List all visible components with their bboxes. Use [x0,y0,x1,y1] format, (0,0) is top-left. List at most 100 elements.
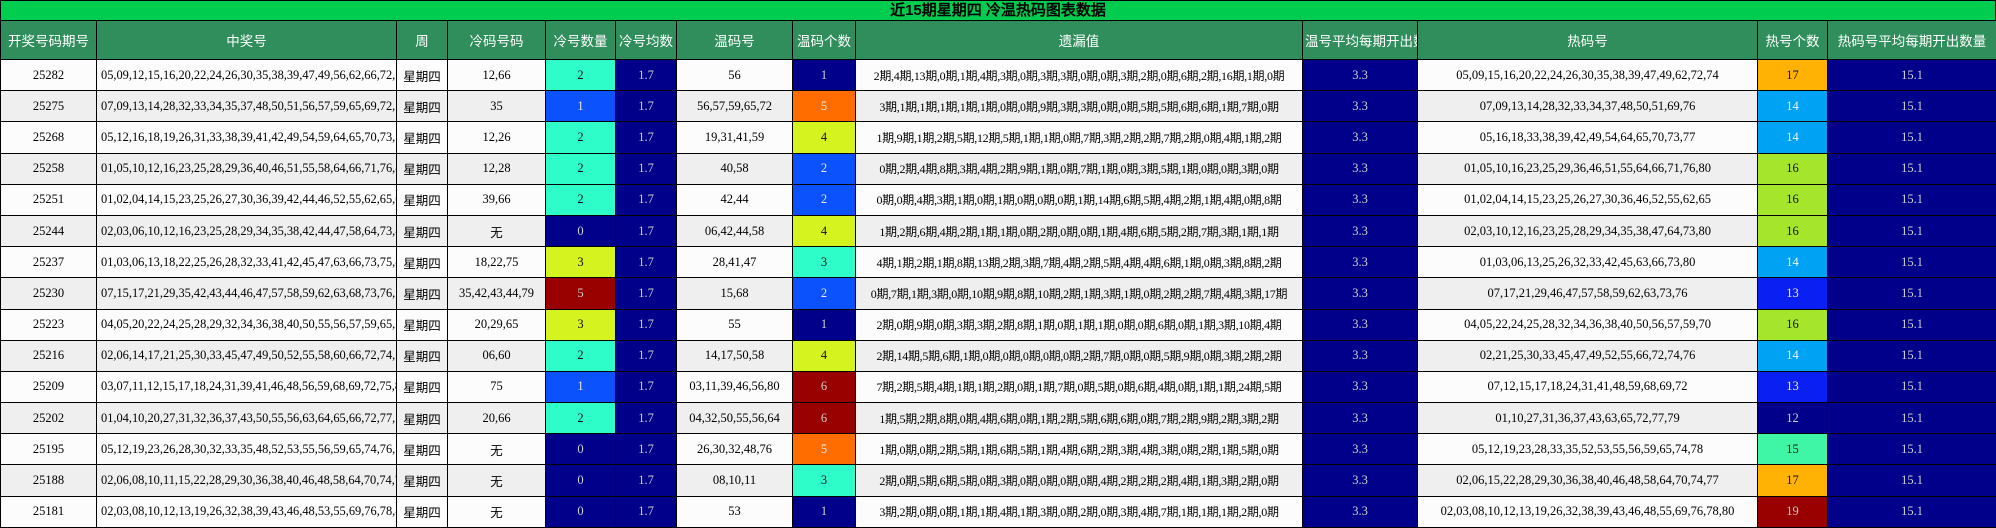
omission-values-cell: 2期,0期,5期,6期,5期,0期,3期,0期,0期,0期,0期,4期,2期,2… [855,464,1303,497]
warm-average-cell: 3.3 [1302,339,1418,372]
cold-count-cell: 2 [545,152,616,185]
warm-numbers-cell: 53 [676,495,793,528]
warm-numbers-cell: 14,17,50,58 [676,339,793,372]
hot-numbers-cell: 02,03,10,12,16,23,25,28,29,34,35,38,47,6… [1417,214,1758,248]
weekday-cell: 星期四 [396,464,448,497]
period-cell: 25237 [0,246,97,279]
warm-count-cell: 1 [792,495,856,528]
hot-count-cell: 17 [1757,58,1828,92]
cold-numbers-cell: 12,28 [447,152,546,185]
hot-count-cell: 13 [1757,277,1828,310]
warm-average-cell: 3.3 [1302,214,1418,248]
warm-average-cell: 3.3 [1302,464,1418,497]
omission-values-cell: 1期,2期,6期,4期,2期,1期,1期,0期,2期,0期,0期,1期,4期,6… [855,214,1303,248]
weekday-cell: 星期四 [396,152,448,185]
table-row: 25258 01,05,10,12,16,23,25,28,29,36,40,4… [0,152,1996,185]
warm-average-cell: 3.3 [1302,433,1418,466]
winning-numbers-cell: 02,03,08,10,12,13,19,26,32,38,39,43,46,4… [96,495,397,528]
winning-numbers-cell: 01,04,10,20,27,31,32,36,37,43,50,55,56,6… [96,402,397,435]
page-title: 近15期星期四 冷温热码图表数据 [0,0,1996,20]
period-cell: 25251 [0,183,97,216]
warm-average-cell: 3.3 [1302,308,1418,341]
hot-count-cell: 14 [1757,339,1828,372]
warm-numbers-cell: 42,44 [676,183,793,216]
cold-average-cell: 1.7 [615,121,677,154]
col-header-omission-values: 遗漏值 [855,20,1303,60]
weekday-cell: 星期四 [396,370,448,404]
table-row: 25209 03,07,11,12,15,17,18,24,31,39,41,4… [0,370,1996,404]
hot-average-cell: 15.1 [1827,152,1996,185]
warm-numbers-cell: 15,68 [676,277,793,310]
cold-numbers-cell: 75 [447,370,546,404]
winning-numbers-cell: 05,09,12,15,16,20,22,24,26,30,35,38,39,4… [96,58,397,92]
col-header-warm-numbers: 温码号 [676,20,793,60]
table-row: 25275 07,09,13,14,28,32,33,34,35,37,48,5… [0,90,1996,123]
hot-count-cell: 16 [1757,214,1828,248]
cold-numbers-cell: 无 [447,433,546,466]
period-cell: 25216 [0,339,97,372]
hot-count-cell: 15 [1757,433,1828,466]
hot-numbers-cell: 05,12,19,23,28,33,35,52,53,55,56,59,65,7… [1417,433,1758,466]
warm-count-cell: 2 [792,152,856,185]
cold-numbers-cell: 39,66 [447,183,546,216]
col-header-cold-numbers: 冷码号码 [447,20,546,60]
cold-numbers-cell: 06,60 [447,339,546,372]
table-row: 25268 05,12,16,18,19,26,31,33,38,39,41,4… [0,121,1996,154]
hot-average-cell: 15.1 [1827,121,1996,154]
warm-count-cell: 5 [792,90,856,123]
period-cell: 25282 [0,58,97,92]
warm-numbers-cell: 06,42,44,58 [676,214,793,248]
cold-average-cell: 1.7 [615,402,677,435]
winning-numbers-cell: 01,02,04,14,15,23,25,26,27,30,36,39,42,4… [96,183,397,216]
cold-count-cell: 0 [545,433,616,466]
winning-numbers-cell: 04,05,20,22,24,25,28,29,32,34,36,38,40,5… [96,308,397,341]
weekday-cell: 星期四 [396,246,448,279]
warm-average-cell: 3.3 [1302,402,1418,435]
period-cell: 25244 [0,214,97,248]
weekday-cell: 星期四 [396,277,448,310]
winning-numbers-cell: 07,09,13,14,28,32,33,34,35,37,48,50,51,5… [96,90,397,123]
hot-numbers-cell: 02,06,15,22,28,29,30,36,38,40,46,48,58,6… [1417,464,1758,497]
table-row: 25195 05,12,19,23,26,28,30,32,33,35,48,5… [0,433,1996,466]
omission-values-cell: 2期,0期,9期,0期,3期,3期,2期,8期,1期,0期,1期,1期,0期,0… [855,308,1303,341]
hot-count-cell: 14 [1757,121,1828,154]
warm-average-cell: 3.3 [1302,90,1418,123]
period-cell: 25195 [0,433,97,466]
cold-numbers-cell: 35,42,43,44,79 [447,277,546,310]
cold-count-cell: 1 [545,370,616,404]
hot-average-cell: 15.1 [1827,58,1996,92]
hot-numbers-cell: 07,17,21,29,46,47,57,58,59,62,63,73,76 [1417,277,1758,310]
cold-average-cell: 1.7 [615,277,677,310]
cold-count-cell: 1 [545,90,616,123]
cold-numbers-cell: 20,66 [447,402,546,435]
cold-numbers-cell: 无 [447,214,546,248]
cold-count-cell: 3 [545,308,616,341]
omission-values-cell: 1期,9期,1期,2期,5期,12期,5期,1期,1期,0期,7期,3期,2期,… [855,121,1303,154]
col-header-hot-numbers: 热码号 [1417,20,1758,60]
warm-count-cell: 1 [792,308,856,341]
cold-average-cell: 1.7 [615,58,677,92]
col-header-cold-average: 冷号均数 [615,20,677,60]
warm-numbers-cell: 56,57,59,65,72 [676,90,793,123]
warm-average-cell: 3.3 [1302,277,1418,310]
cold-count-cell: 5 [545,277,616,310]
omission-values-cell: 2期,4期,13期,0期,1期,4期,3期,0期,3期,3期,0期,0期,3期,… [855,58,1303,92]
weekday-cell: 星期四 [396,214,448,248]
warm-average-cell: 3.3 [1302,495,1418,528]
omission-values-cell: 2期,14期,5期,6期,1期,0期,0期,0期,0期,0期,2期,7期,0期,… [855,339,1303,372]
col-header-winning-numbers: 中奖号 [96,20,397,60]
warm-average-cell: 3.3 [1302,152,1418,185]
cold-average-cell: 1.7 [615,308,677,341]
period-cell: 25268 [0,121,97,154]
cold-count-cell: 2 [545,58,616,92]
weekday-cell: 星期四 [396,308,448,341]
warm-numbers-cell: 55 [676,308,793,341]
cold-average-cell: 1.7 [615,152,677,185]
table-row: 25216 02,06,14,17,21,25,30,33,45,47,49,5… [0,339,1996,372]
period-cell: 25223 [0,308,97,341]
period-cell: 25209 [0,370,97,404]
cold-average-cell: 1.7 [615,183,677,216]
table-row: 25251 01,02,04,14,15,23,25,26,27,30,36,3… [0,183,1996,216]
hot-count-cell: 16 [1757,152,1828,185]
hot-numbers-cell: 05,09,15,16,20,22,24,26,30,35,38,39,47,4… [1417,58,1758,92]
